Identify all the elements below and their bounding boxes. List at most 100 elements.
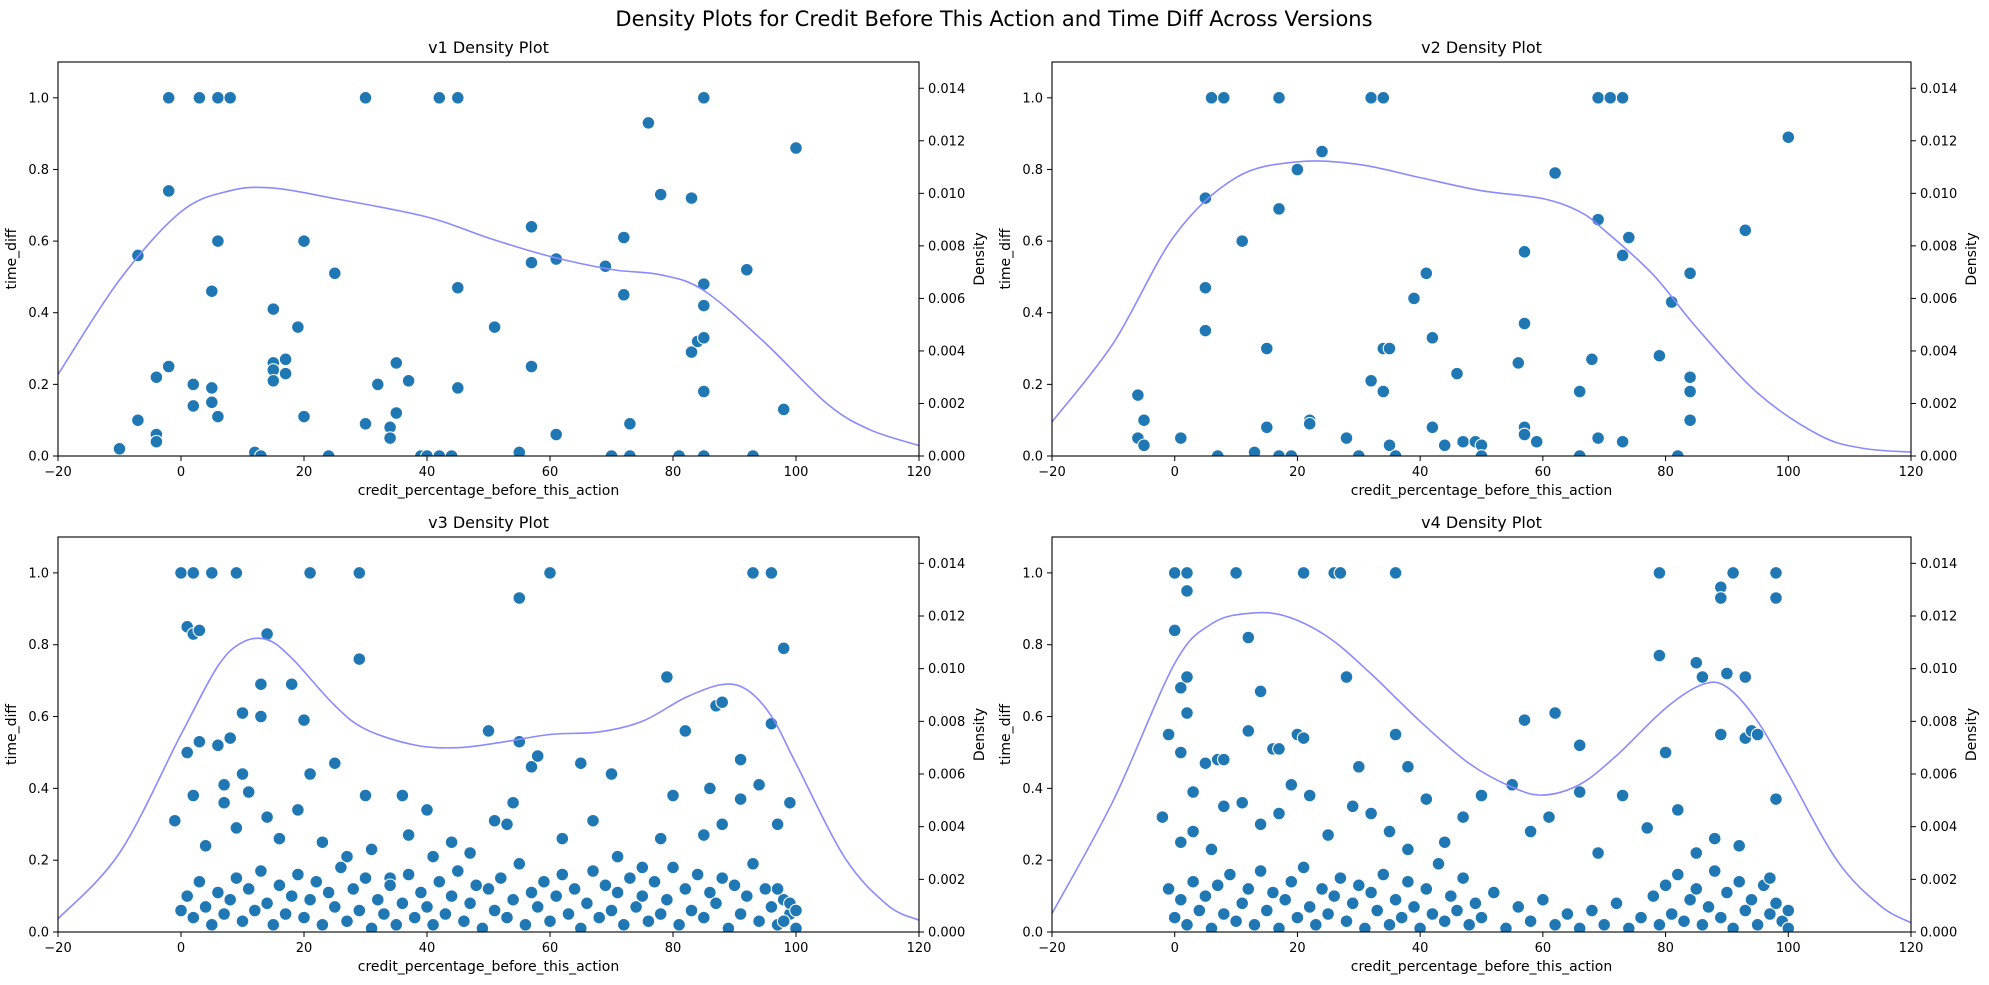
data-point <box>211 90 225 105</box>
data-point <box>315 917 330 932</box>
data-point <box>426 849 440 864</box>
data-point <box>1720 885 1734 900</box>
data-point <box>1284 874 1299 889</box>
data-point <box>444 835 459 850</box>
subplot-4: −20 0 20 40 60 80 100 120 0.0 0.2 0.4 0.6 0.8 1.0 0.00… <box>998 513 1980 975</box>
data-point <box>610 849 625 864</box>
data-point <box>1351 449 1366 456</box>
y-axis-label: time_diff <box>4 228 20 289</box>
data-point <box>198 900 213 914</box>
data-point <box>358 788 373 803</box>
data-point <box>1241 882 1256 896</box>
data-point <box>1548 917 1562 932</box>
x-axis-label: credit_percentage_before_this_action <box>358 483 619 499</box>
y-tick-label: 0.2 <box>1022 854 1043 869</box>
data-point <box>518 917 533 932</box>
data-point <box>487 903 502 918</box>
y2-tick-label: 0.002 <box>1920 397 1957 412</box>
data-point <box>1517 316 1532 331</box>
y2-tick-label: 0.014 <box>928 557 965 572</box>
y-tick-label: 0.4 <box>28 782 49 797</box>
data-point <box>229 821 244 835</box>
data-point <box>352 566 367 580</box>
data-point <box>266 373 281 388</box>
data-point <box>592 910 607 925</box>
data-point <box>211 409 225 424</box>
data-point <box>161 90 176 105</box>
data-point <box>450 864 465 878</box>
data-point <box>1272 202 1286 216</box>
y-tick-label: 0.4 <box>28 306 49 321</box>
y2-tick-label: 0.012 <box>1920 134 1957 149</box>
data-point <box>260 896 274 911</box>
data-point <box>1634 910 1648 925</box>
data-point <box>1585 352 1599 367</box>
plot-frame <box>57 61 920 457</box>
data-point <box>383 431 397 445</box>
x-tick-label: 40 <box>1412 465 1429 480</box>
data-point <box>1278 892 1293 907</box>
data-point <box>789 903 803 918</box>
data-point <box>1180 670 1194 684</box>
data-point <box>149 434 164 449</box>
data-point <box>364 842 379 857</box>
data-point <box>635 860 650 875</box>
data-point <box>223 892 238 907</box>
data-point <box>444 889 459 903</box>
data-point <box>149 370 164 385</box>
data-point <box>1272 449 1286 456</box>
data-point <box>186 910 201 925</box>
data-point <box>1713 591 1728 605</box>
data-point <box>463 896 477 911</box>
data-point <box>432 874 447 889</box>
data-point <box>555 867 570 882</box>
data-point <box>1382 917 1397 932</box>
data-point <box>721 921 736 932</box>
data-point <box>1707 864 1722 878</box>
data-point <box>291 803 305 817</box>
data-point <box>321 449 336 456</box>
x-tick-label: 100 <box>784 465 809 480</box>
data-point <box>1180 566 1194 580</box>
data-point <box>161 184 176 198</box>
data-point <box>727 878 742 893</box>
data-point <box>506 795 520 810</box>
data-point <box>1720 666 1734 681</box>
data-point <box>512 734 527 749</box>
x-tick-label: −20 <box>1038 465 1065 480</box>
data-point <box>192 623 207 638</box>
data-point <box>537 874 551 889</box>
data-point <box>1388 566 1403 580</box>
data-point <box>254 449 268 456</box>
y-tick-label: 0.6 <box>28 235 49 250</box>
data-point <box>481 724 496 738</box>
data-point <box>217 777 231 792</box>
y2-tick-label: 0.006 <box>928 292 965 307</box>
data-point <box>426 917 440 932</box>
y-tick-label: 0.4 <box>1022 306 1043 321</box>
data-point <box>758 882 773 896</box>
data-point <box>1241 724 1256 738</box>
data-point <box>653 187 668 202</box>
data-point <box>573 756 588 771</box>
data-point <box>186 377 201 392</box>
y-tick-label: 0.8 <box>1022 163 1043 178</box>
data-point <box>1186 824 1200 839</box>
x-tick-label: 20 <box>1289 941 1306 956</box>
data-point <box>463 846 477 860</box>
data-point <box>1456 871 1470 885</box>
data-point <box>389 406 404 420</box>
data-point <box>1781 921 1796 932</box>
data-point <box>1131 388 1145 402</box>
data-point <box>1364 806 1378 821</box>
x-tick-label: 80 <box>1657 465 1674 480</box>
y2-tick-label: 0.010 <box>1920 662 1957 677</box>
data-point <box>1572 738 1587 753</box>
data-point <box>1683 413 1697 428</box>
data-point <box>604 903 619 918</box>
data-point <box>1302 416 1317 431</box>
y2-tick-label: 0.012 <box>1920 610 1957 625</box>
data-point <box>229 566 244 580</box>
plot-frame <box>57 536 920 933</box>
data-point <box>1572 921 1587 932</box>
